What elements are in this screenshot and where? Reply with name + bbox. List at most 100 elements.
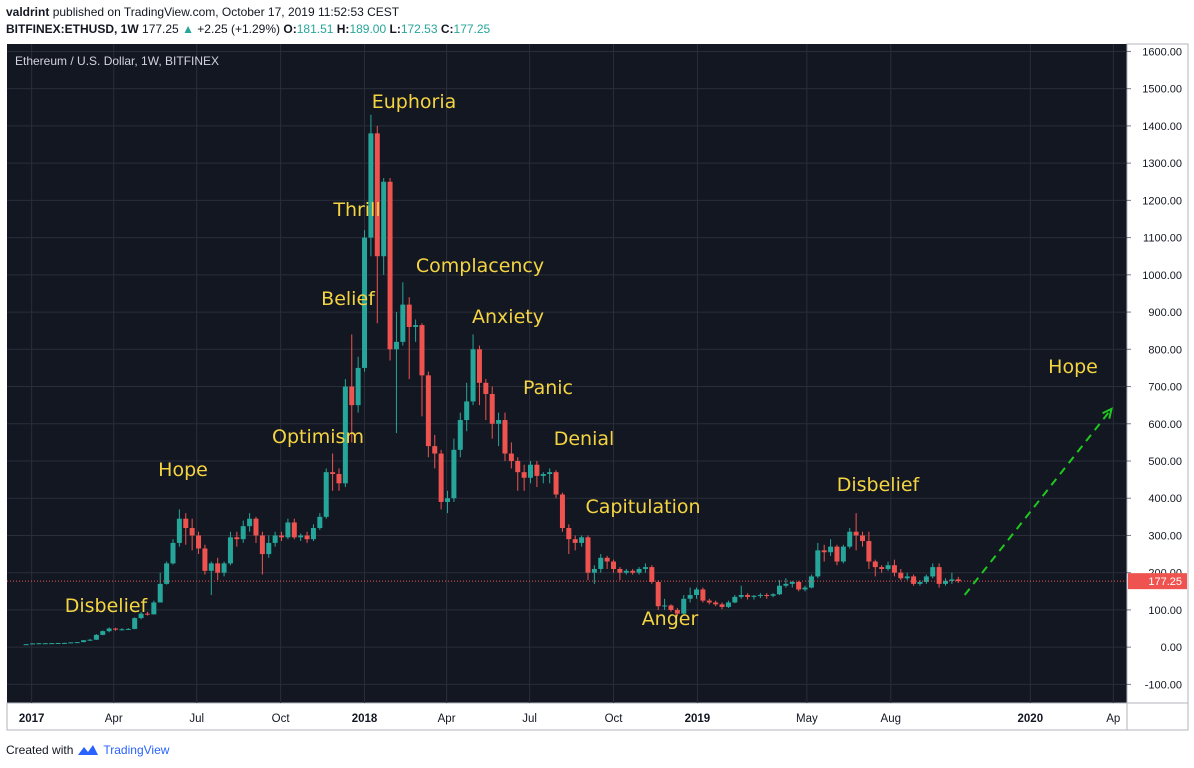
publish-line: valdrint published on TradingView.com, O…	[6, 4, 490, 21]
candle-body	[700, 589, 706, 601]
candle-body	[553, 472, 559, 495]
chart-title: Ethereum / U.S. Dollar, 1W, BITFINEX	[15, 54, 219, 68]
candle-body	[923, 576, 929, 582]
y-tick-label: 900.00	[1148, 307, 1182, 319]
open-label: O:	[283, 22, 297, 36]
y-tick-label: 600.00	[1148, 419, 1182, 431]
candle-body	[559, 494, 565, 529]
candle-body	[796, 581, 802, 590]
y-tick-label: 1100.00	[1143, 233, 1182, 245]
candle-body	[930, 567, 936, 577]
annotation-label: Anger	[642, 608, 699, 630]
candle-body	[725, 602, 731, 607]
time-axis	[6, 702, 1128, 731]
annotation-label: Disbelief	[837, 474, 921, 496]
candle-body	[681, 598, 687, 614]
candle-body	[687, 595, 693, 599]
high-value: 189.00	[349, 22, 387, 36]
x-tick-label: 2017	[19, 713, 45, 725]
candle-body	[770, 594, 776, 596]
candle-body	[93, 634, 99, 640]
candle-body	[821, 550, 827, 553]
candle-body	[464, 401, 470, 421]
candle-body	[904, 576, 910, 579]
candle-body	[751, 595, 757, 597]
candle-body	[955, 579, 961, 582]
candle-body	[757, 595, 763, 597]
publisher-name[interactable]: valdrint	[6, 5, 50, 19]
x-tick-label: Oct	[272, 713, 291, 725]
candle-body	[349, 386, 355, 406]
candle-body	[745, 595, 751, 597]
candle-body	[342, 386, 348, 484]
candle-body	[279, 535, 285, 538]
candle-body	[872, 561, 878, 568]
low-value: 172.53	[400, 22, 438, 36]
candle-body	[138, 613, 144, 619]
candle-body	[310, 528, 316, 540]
candle-body	[636, 568, 642, 573]
candle-body	[936, 567, 942, 584]
last-price: 177.25	[142, 22, 179, 36]
annotation-label: Thrill	[332, 199, 380, 221]
candle-body	[579, 537, 585, 543]
candle-body	[106, 628, 112, 632]
created-with-text: Created with	[6, 743, 74, 757]
candle-body	[196, 535, 202, 549]
annotation-label: Belief	[321, 288, 376, 310]
candle-body	[777, 585, 783, 595]
candle-body	[247, 518, 253, 527]
candle-body	[49, 643, 55, 645]
tradingview-brand[interactable]: TradingView	[103, 743, 170, 757]
candle-body	[266, 542, 272, 555]
price-chart[interactable]: -100.000.00100.00200.00300.00400.00500.0…	[0, 0, 1194, 740]
candle-body	[400, 304, 406, 342]
candle-body	[68, 642, 74, 644]
candle-body	[202, 548, 208, 571]
candle-body	[36, 643, 42, 645]
candle-body	[355, 367, 361, 406]
symbol: BITFINEX:ETHUSD, 1W	[6, 22, 139, 36]
candle-body	[419, 325, 425, 376]
low-label: L:	[389, 22, 401, 36]
candle-body	[74, 642, 80, 644]
x-tick-label: 2020	[1018, 713, 1044, 725]
candle-body	[783, 583, 789, 586]
annotation-label: Euphoria	[372, 91, 457, 113]
candle-body	[285, 522, 291, 538]
candle-body	[694, 589, 700, 596]
annotation-label: Disbelief	[65, 595, 149, 617]
candle-body	[381, 181, 387, 257]
candle-body	[515, 460, 521, 473]
candle-body	[61, 642, 67, 644]
candle-body	[119, 629, 125, 631]
candle-body	[406, 304, 412, 327]
symbol-line: BITFINEX:ETHUSD, 1W 177.25 ▲ +2.25 (+1.2…	[6, 21, 490, 38]
candle-body	[898, 572, 904, 579]
y-tick-label: 1300.00	[1142, 158, 1182, 170]
last-price-badge	[1128, 573, 1187, 590]
candle-body	[176, 518, 182, 543]
candle-body	[151, 602, 157, 615]
annotation-label: Anxiety	[472, 306, 544, 328]
candle-body	[847, 531, 853, 547]
close-label: C:	[440, 22, 454, 36]
candle-body	[815, 550, 821, 577]
candle-body	[374, 133, 380, 257]
candle-body	[368, 133, 374, 238]
candle-body	[157, 583, 163, 603]
up-triangle-icon: ▲	[182, 22, 194, 36]
candle-body	[598, 557, 604, 569]
x-tick-label: Apr	[105, 713, 123, 725]
candle-body	[227, 537, 233, 564]
candle-body	[413, 325, 419, 327]
candle-body	[42, 643, 48, 645]
candle-body	[719, 604, 725, 607]
candle-body	[623, 570, 629, 573]
candle-body	[23, 644, 29, 646]
candle-body	[866, 541, 872, 562]
open-value: 181.51	[296, 22, 334, 36]
candle-body	[949, 579, 955, 581]
candle-body	[706, 600, 712, 603]
candle-body	[55, 642, 61, 644]
